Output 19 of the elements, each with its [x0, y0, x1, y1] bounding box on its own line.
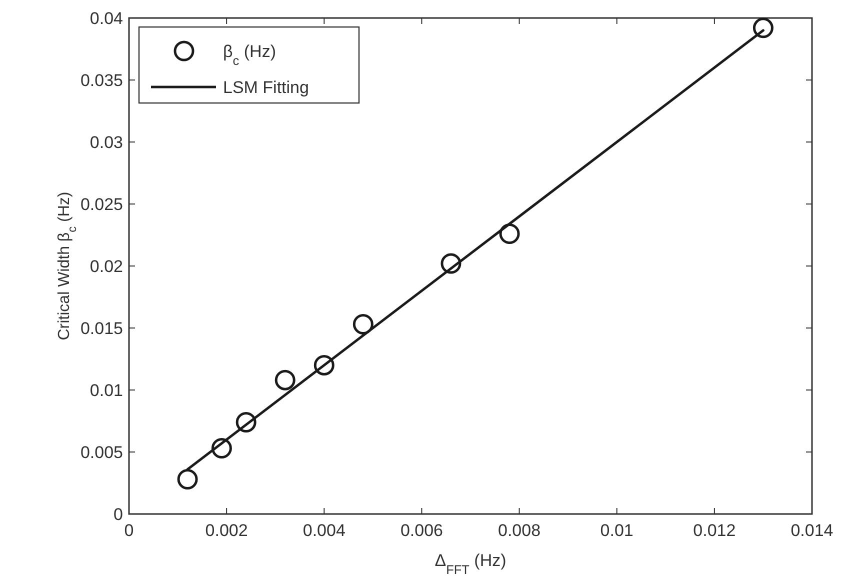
y-tick-label: 0.01 — [90, 381, 123, 400]
x-tick-label: 0.014 — [790, 521, 834, 540]
y-tick-label: 0 — [114, 505, 123, 524]
y-tick-label: 0.04 — [90, 9, 123, 28]
y-tick-label: 0.02 — [90, 257, 123, 276]
x-tick-label: 0.002 — [205, 521, 248, 540]
y-tick-label: 0.03 — [90, 133, 123, 152]
legend-label: β$_{c}$ (Hz) — [223, 42, 276, 68]
y-tick-label: 0.015 — [80, 319, 123, 338]
x-tick-label: 0.012 — [693, 521, 736, 540]
y-tick-label: 0.005 — [80, 443, 123, 462]
x-axis-title: Δ$_{FFT}$ (Hz) — [434, 551, 506, 576]
x-tick-label: 0.006 — [400, 521, 443, 540]
x-tick-label: 0.008 — [498, 521, 541, 540]
x-tick-label: 0.004 — [302, 521, 346, 540]
x-tick-label: 0.01 — [600, 521, 634, 540]
y-tick-label: 0.035 — [80, 71, 123, 90]
legend-label: LSM Fitting — [223, 78, 309, 97]
y-tick-label: 0.025 — [80, 195, 123, 214]
